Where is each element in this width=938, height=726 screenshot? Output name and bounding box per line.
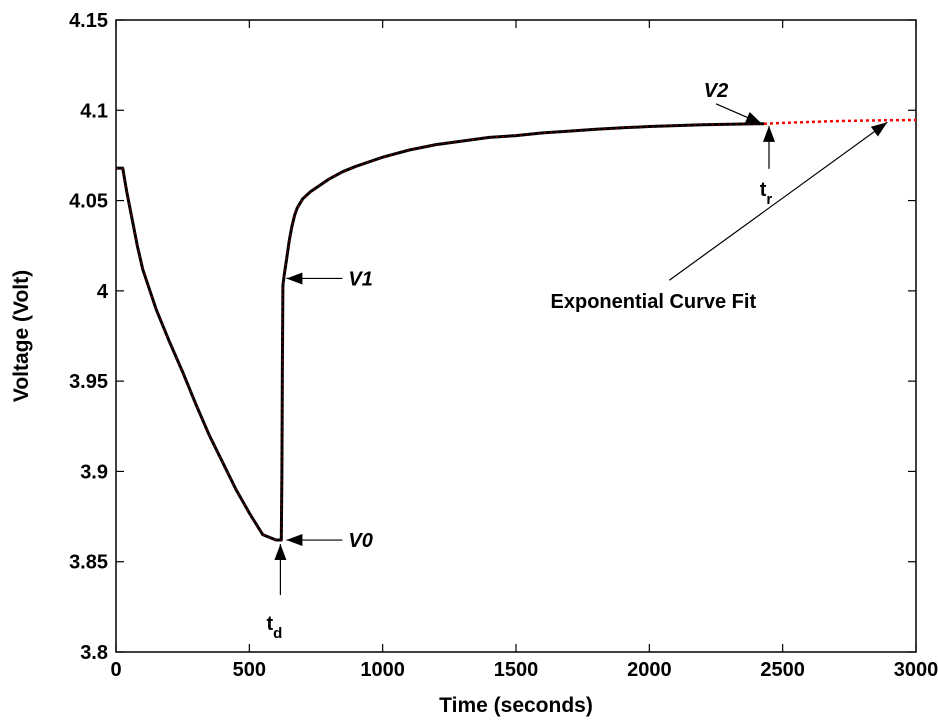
td-arrow-head <box>274 544 287 561</box>
v0-label: V0 <box>348 530 372 552</box>
v2-arrow-head <box>744 111 762 124</box>
x-tick-label: 1000 <box>360 659 405 681</box>
y-tick-label: 4 <box>97 281 109 303</box>
fit-arrow-shaft <box>668 121 888 281</box>
x-tick-label: 1500 <box>494 659 539 681</box>
fit-arrow <box>668 121 888 281</box>
x-axis-title: Time (seconds) <box>439 694 593 717</box>
series-layer <box>116 118 917 542</box>
v2-label: V2 <box>704 80 728 102</box>
v1-arrow <box>286 272 343 285</box>
y-tick-label: 3.85 <box>69 552 108 574</box>
y-tick-label: 3.9 <box>80 461 108 483</box>
y-axis-title: Voltage (Volt) <box>10 270 33 402</box>
plot-area <box>115 19 917 653</box>
y-tick-label: 4.15 <box>69 10 108 32</box>
measured-voltage-line <box>116 122 764 542</box>
x-tick-label: 500 <box>233 659 266 681</box>
fit-label: Exponential Curve Fit <box>551 291 757 313</box>
y-tick-label: 4.05 <box>69 191 108 213</box>
x-tick-label: 3000 <box>894 659 938 681</box>
tr-arrow-head <box>763 125 775 142</box>
y-tick-label: 3.8 <box>80 642 108 664</box>
tr-arrow <box>763 125 775 169</box>
fit-arrow-head <box>870 122 888 137</box>
x-tick-label: 2000 <box>627 659 672 681</box>
v1-label: V1 <box>348 268 372 290</box>
v0-arrow-head <box>286 534 303 547</box>
v0-arrow <box>286 534 343 547</box>
x-tick-label: 2500 <box>760 659 805 681</box>
y-tick-label: 3.95 <box>69 371 108 393</box>
y-tick-label: 4.1 <box>80 100 108 122</box>
td-arrow <box>274 544 287 596</box>
curve-fit-line <box>763 118 917 126</box>
x-tick-label: 0 <box>110 659 121 681</box>
axis-ticks: 0 500 1000 1500 2000 2500 3000 3.8 3.85 3.9 3.95 4 4… <box>69 10 938 681</box>
v1-arrow-head <box>286 272 303 285</box>
v2-arrow <box>715 103 763 125</box>
